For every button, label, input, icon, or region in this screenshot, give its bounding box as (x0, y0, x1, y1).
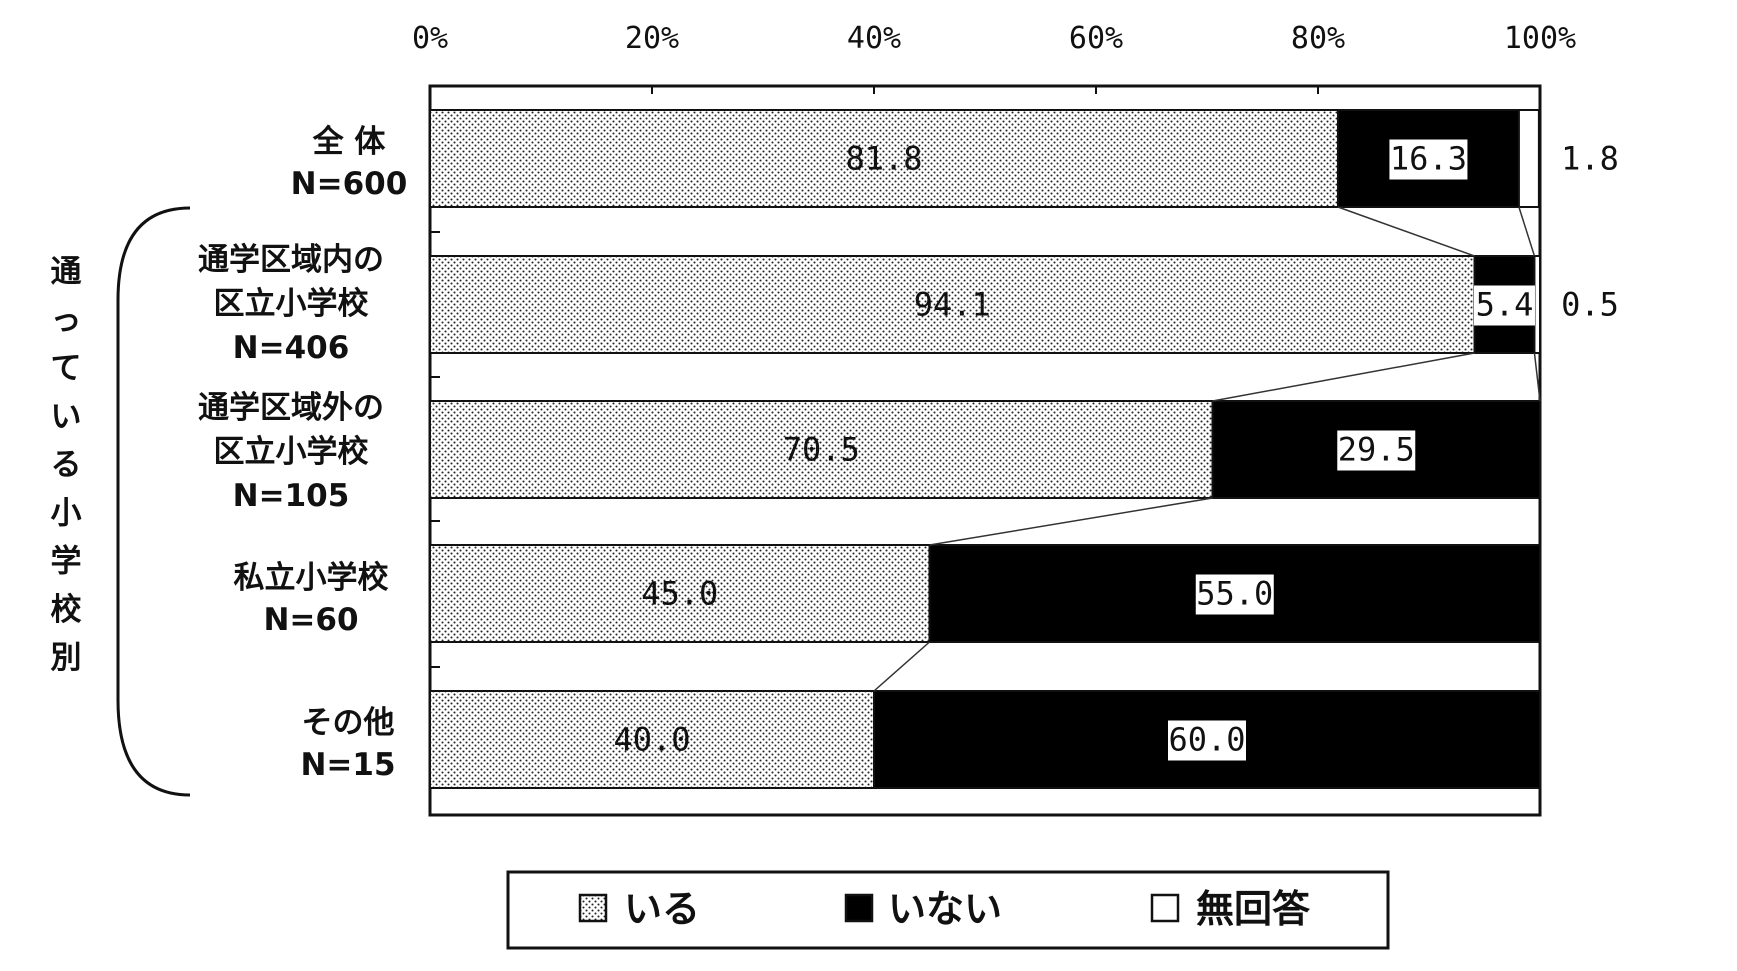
bar-iru-0 (429, 109, 1339, 208)
data-label-mukaito-0: 1.8 (1561, 140, 1619, 178)
group-label-char-5: 小 (51, 495, 82, 531)
data-label-mukaito-1: 0.5 (1561, 286, 1619, 324)
data-label-iru-2: 70.5 (783, 431, 860, 469)
category-label-1-name-line2: 区立小学校 (214, 286, 369, 322)
data-label-inai-1: 5.4 (1476, 286, 1534, 324)
category-label-2-n: N=105 (233, 478, 350, 514)
category-label-2-name-line2: 区立小学校 (214, 434, 369, 470)
data-label-bg-inai-2 (1337, 430, 1416, 471)
legend-label-1: いない (888, 887, 1002, 931)
data-label-bg-inai-1 (1473, 285, 1535, 326)
x-tick-label-5: 100% (1504, 21, 1576, 56)
category-label-4-name: その他 (302, 705, 395, 741)
data-label-iru-4: 40.0 (613, 721, 690, 759)
x-tick-label-3: 60% (1069, 21, 1123, 56)
data-label-inai-2: 29.5 (1338, 431, 1415, 469)
x-tick-label-4: 80% (1291, 21, 1345, 56)
legend-box (506, 870, 1390, 950)
x-tick-label-0: 0% (412, 21, 448, 56)
x-tick-label-2: 40% (847, 21, 901, 56)
category-label-2-name-line1: 通学区域外の (198, 390, 384, 426)
bar-mukaito-0 (1517, 109, 1540, 208)
group-label-char-6: 学 (51, 544, 82, 580)
connector-iru-1 (1212, 352, 1475, 402)
bar-iru-4 (429, 690, 875, 789)
bar-mukaito-1 (1533, 255, 1541, 354)
bar-iru-1 (429, 255, 1476, 354)
data-label-inai-4: 60.0 (1168, 721, 1245, 759)
category-label-1-name-line1: 通学区域内の (198, 242, 384, 278)
group-label-char-8: 別 (51, 640, 82, 676)
bar-iru-2 (429, 400, 1214, 499)
group-bracket (116, 206, 191, 797)
data-label-bg-inai-4 (1168, 720, 1246, 761)
data-label-iru-0: 81.8 (845, 140, 922, 178)
connector-iru-2 (929, 497, 1213, 546)
legend-swatch-0 (578, 893, 608, 923)
group-label-char-1: っ (51, 302, 82, 338)
connector-inai-0 (1518, 206, 1536, 257)
data-label-bg-inai-3 (1195, 574, 1274, 615)
connector-iru-0 (1337, 206, 1475, 257)
legend-label-0: いる (624, 887, 700, 931)
group-label-char-4: る (51, 447, 82, 483)
connector-inai-1 (1533, 352, 1541, 402)
legend-swatch-2 (1150, 893, 1180, 923)
group-label-char-2: て (51, 351, 82, 387)
category-label-3-n: N=60 (263, 602, 358, 638)
data-label-bg-inai-0 (1389, 139, 1468, 180)
data-label-iru-1: 94.1 (914, 286, 991, 324)
data-label-inai-3: 55.0 (1196, 575, 1273, 613)
group-label-char-7: 校 (51, 592, 82, 628)
data-label-inai-0: 16.3 (1390, 140, 1467, 178)
category-label-0-n: N=600 (291, 166, 408, 202)
data-label-iru-3: 45.0 (641, 575, 718, 613)
legend-label-2: 無回答 (1196, 887, 1311, 931)
bar-iru-3 (429, 544, 931, 643)
legend: いる いない 無回答 (506, 870, 1390, 950)
legend-swatch-1 (844, 893, 874, 923)
group-label-char-3: い (51, 399, 82, 435)
category-label-1-n: N=406 (233, 330, 350, 366)
connector-iru-3 (873, 641, 930, 692)
category-labels: 全 体 N=600 通学区域内の 区立小学校 N=406 通学区域外の 区立小学… (198, 124, 407, 783)
group-label-char-0: 通 (51, 254, 82, 290)
plot-area: 0% 20% 40% 60% 80% 100% 81.8 16.3 1.8 94.1 5.4 0.5 7… (412, 21, 1619, 817)
category-label-3-name: 私立小学校 (234, 560, 389, 596)
x-tick-label-1: 20% (625, 21, 679, 56)
category-label-4-n: N=15 (300, 747, 395, 783)
category-label-0-name: 全 体 (312, 124, 386, 160)
